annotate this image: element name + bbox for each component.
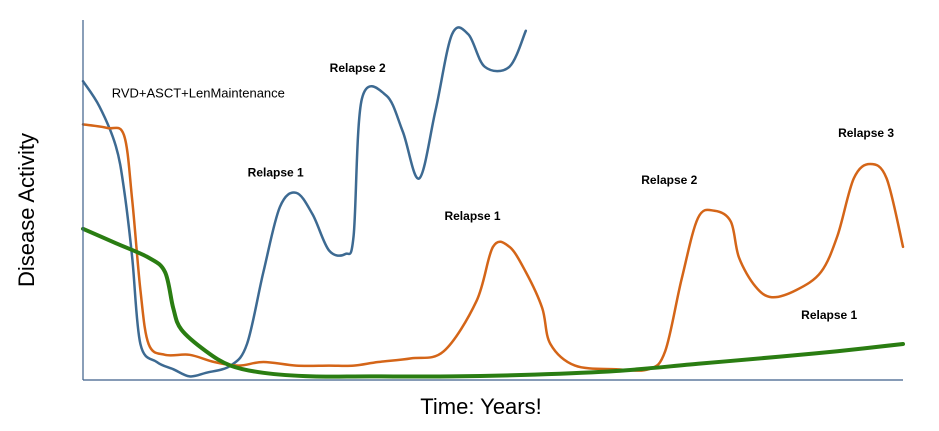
annotation-7: Relapse 1	[801, 308, 857, 322]
x-axis-label: Time: Years!	[420, 394, 541, 419]
series-lines	[81, 26, 905, 379]
annotation-4: Relapse 1	[444, 209, 500, 223]
annotation-1: RVD+ASCT+LenMaintenance	[112, 85, 285, 100]
annotations: RVD+ASCT+LenMaintenance Relapse 2 Relapse …	[112, 61, 895, 322]
series-line-1	[81, 26, 528, 378]
annotation-6: Relapse 3	[838, 126, 894, 140]
annotation-3: Relapse 1	[248, 166, 304, 180]
series-line-2	[81, 123, 905, 372]
annotation-2: Relapse 2	[330, 61, 386, 75]
y-axis-label: Disease Activity	[14, 133, 39, 287]
annotation-5: Relapse 2	[641, 173, 697, 187]
series-line-3	[81, 226, 905, 379]
